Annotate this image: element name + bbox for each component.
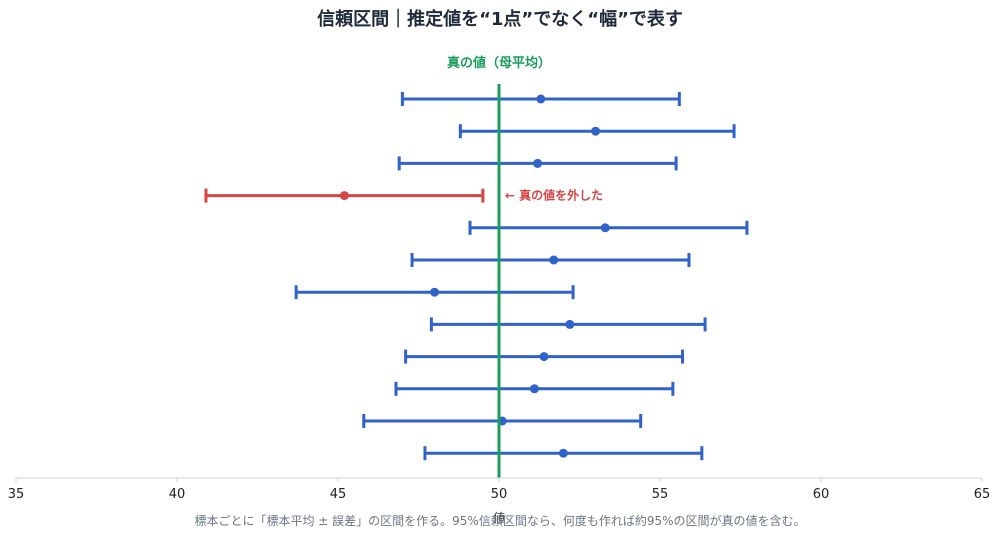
x-tick-label: 60 bbox=[813, 487, 830, 502]
miss-annotation: ← 真の値を外した bbox=[505, 188, 603, 203]
interval-10 bbox=[394, 381, 675, 396]
interval-5 bbox=[468, 220, 749, 235]
caption-text: 標本ごとに「標本平均 ± 誤差」の区間を作る。95%信頼区間なら、何度も作れば約… bbox=[194, 513, 805, 528]
sample-mean-point bbox=[536, 94, 546, 104]
interval-11 bbox=[362, 414, 643, 428]
sample-mean-point bbox=[339, 191, 349, 201]
sample-mean-point bbox=[565, 319, 575, 329]
interval-6 bbox=[410, 253, 691, 267]
chart-title: 信頼区間｜推定値を“1点”でなく“幅”で表す bbox=[317, 8, 683, 30]
sample-mean-point bbox=[558, 448, 568, 458]
x-tick-label: 65 bbox=[974, 487, 991, 502]
sample-mean-point bbox=[430, 287, 440, 297]
sample-mean-point bbox=[600, 223, 610, 233]
interval-1 bbox=[400, 92, 681, 106]
interval-8 bbox=[429, 317, 707, 332]
interval-2 bbox=[458, 124, 736, 139]
sample-mean-point bbox=[539, 352, 549, 362]
interval-9 bbox=[404, 349, 685, 364]
intervals-layer bbox=[204, 92, 749, 461]
interval-7 bbox=[294, 285, 575, 300]
sample-mean-point bbox=[591, 126, 601, 136]
x-tick-label: 35 bbox=[8, 487, 25, 502]
interval-4 bbox=[204, 188, 485, 203]
x-axis-ticks: 35 40 45 50 55 60 65 bbox=[8, 478, 991, 502]
x-tick-label: 50 bbox=[491, 487, 508, 502]
sample-mean-point bbox=[549, 255, 559, 265]
x-axis-label: 値 bbox=[493, 510, 505, 525]
true-value-label: 真の値（母平均） bbox=[447, 55, 551, 71]
x-tick-label: 55 bbox=[652, 487, 669, 502]
interval-12 bbox=[423, 446, 704, 461]
sample-mean-point bbox=[529, 384, 539, 394]
sample-mean-point bbox=[533, 158, 543, 168]
x-tick-label: 40 bbox=[169, 487, 186, 502]
interval-3 bbox=[397, 156, 678, 171]
x-tick-label: 45 bbox=[330, 487, 347, 502]
